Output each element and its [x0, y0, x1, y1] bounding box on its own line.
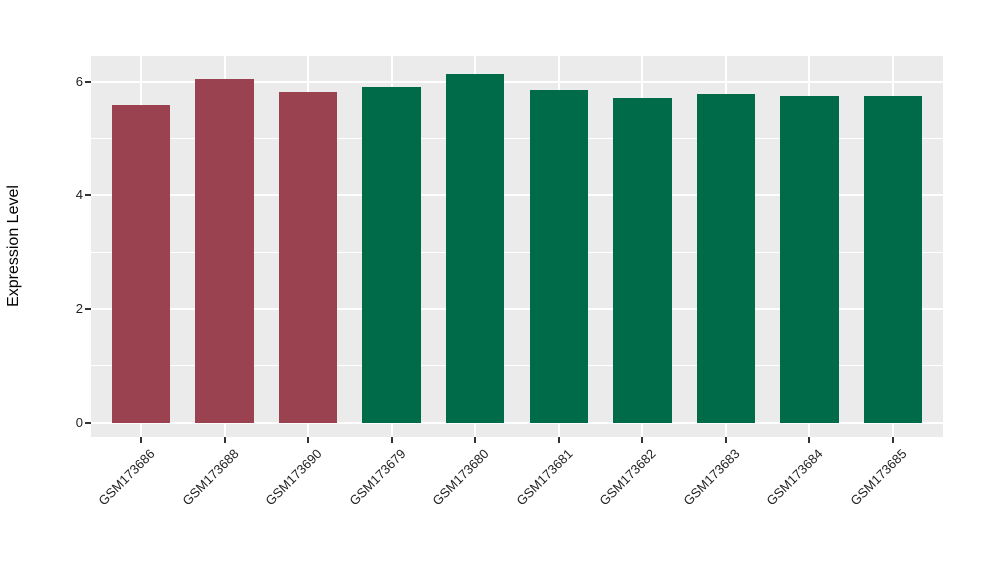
bar-GSM173690	[278, 92, 338, 423]
gridline-major-h	[91, 308, 943, 311]
y-tick-mark	[85, 421, 91, 424]
y-tick-label: 4	[75, 187, 83, 203]
x-tick-mark	[140, 437, 143, 443]
gridline-minor-h	[91, 137, 943, 139]
plot-panel	[91, 56, 943, 437]
y-tick-mark	[85, 80, 91, 83]
y-tick-label: 0	[75, 414, 83, 430]
bar-GSM173684	[780, 96, 839, 423]
x-tick-mark	[474, 437, 477, 443]
x-tick-mark	[891, 437, 894, 443]
x-tick-mark	[390, 437, 393, 443]
bar-GSM173683	[696, 94, 756, 423]
x-tick-mark	[307, 437, 310, 443]
bar-GSM173679	[362, 87, 421, 423]
gridline-major-h	[91, 80, 943, 83]
y-tick-label: 6	[75, 73, 83, 89]
gridline-major-h	[91, 421, 943, 424]
bar-GSM173682	[613, 98, 672, 423]
y-tick-label: 2	[75, 301, 83, 317]
x-tick-mark	[641, 437, 644, 443]
gridline-major-h	[91, 194, 943, 197]
y-tick-mark	[85, 194, 91, 197]
x-tick-mark	[223, 437, 226, 443]
bar-GSM173688	[195, 79, 254, 423]
y-axis-title-text: Expression Level	[5, 185, 22, 307]
bar-GSM173685	[863, 96, 923, 423]
gridline-minor-h	[91, 365, 943, 367]
y-tick-mark	[85, 308, 91, 311]
x-tick-mark	[808, 437, 811, 443]
gridline-minor-h	[91, 251, 943, 253]
bar-GSM173680	[446, 74, 505, 423]
x-tick-mark	[724, 437, 727, 443]
bar-GSM173681	[529, 89, 588, 423]
bar-GSM173686	[111, 105, 171, 423]
x-tick-mark	[557, 437, 560, 443]
